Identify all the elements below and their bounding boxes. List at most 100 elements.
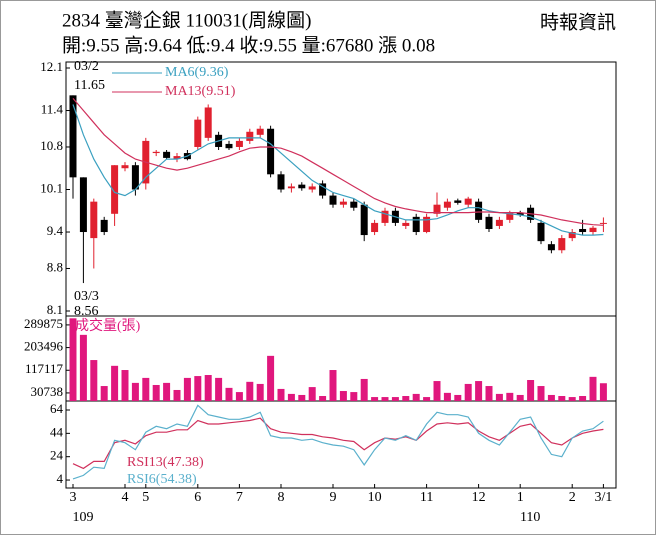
candle-body [131,165,139,190]
x-tick-label: 2 [569,490,576,505]
volume-bar [194,376,202,401]
volume-bar [423,397,431,401]
candle-body [589,227,597,233]
volume-bar [79,334,87,401]
legend-label: 成交量(張) [75,317,141,334]
candle-body [412,216,420,233]
volume-bar [454,394,462,401]
y-tick-label: 12.1 [40,59,63,74]
annotation: 03/2 [74,59,99,74]
x-tick-label: 11 [420,490,433,505]
y-tick-label: 117117 [25,361,64,376]
volume-bar [235,392,243,401]
candle-body [454,200,462,203]
volume-bar [256,383,264,401]
legend-label: RSI13(47.38) [127,455,204,470]
volume-bar [391,397,399,401]
volume-bar [527,380,535,401]
x-tick-label: 8 [278,490,285,505]
y-tick-label: 24 [50,448,64,463]
volume-bar [568,397,576,401]
line [72,104,604,236]
volume-bar [277,388,285,401]
candle-body [423,216,431,233]
volume-bar [121,370,129,401]
candle-body [256,128,264,135]
volume-bar [246,381,254,401]
plot-frame [65,61,617,489]
volume-bar [225,387,233,401]
candle-body [599,222,607,224]
volume-bar [163,382,171,401]
line [72,98,604,226]
volume-bar [69,318,77,401]
candle-body [194,119,202,147]
candle-body [579,228,587,233]
volume-bar [183,377,191,401]
x-tick-label: 12 [472,490,486,505]
volume-bar [100,386,108,401]
volume-bar [579,396,587,401]
volume-bar [547,394,555,401]
candle-body [402,222,410,226]
volume-bar [308,387,316,401]
candle-body [90,201,98,239]
volume-bar [350,392,358,401]
year-label: 110 [520,510,540,525]
volume-bar [152,384,160,401]
x-tick-label: 4 [122,490,129,505]
volume-bar [464,383,472,401]
volume-bar [402,396,410,401]
candle-body [152,151,160,154]
candle-body [225,143,233,149]
candle-body [568,232,576,239]
volume-bar [506,392,514,401]
year-label: 109 [73,510,94,525]
volume-bar [599,383,607,401]
candle-body [547,244,555,251]
volume-bar [204,375,212,401]
volume-bar [142,377,150,401]
y-tick-label: 10.1 [40,180,63,195]
candle-body [100,219,108,233]
candle-body [475,201,483,220]
title: 2834 臺灣企銀 110031(周線圖) [62,9,311,31]
volume-bar [329,370,337,401]
x-tick-label: 3 [70,490,77,505]
volume-bar [360,378,368,401]
y-tick-label: 30738 [31,384,64,399]
y-tick-label: 11.4 [41,102,64,117]
volume-bar [287,393,295,401]
volume-bar [131,382,139,401]
candle-body [558,238,566,251]
y-tick-label: 8.1 [47,302,63,317]
candle-body [537,222,545,242]
candle-body [163,151,171,158]
candle-body [173,156,181,160]
candle-body [319,183,327,196]
volume-bar [589,376,597,401]
candle-body [204,107,212,138]
volume-bar [485,386,493,401]
volume-bar [215,377,223,401]
y-tick-label: 9.4 [47,223,64,238]
source: 時報資訊 [540,11,616,33]
candle-body [433,204,441,214]
annotation-value: 11.65 [74,78,105,93]
candle-body [298,184,306,189]
candle-body [464,198,472,205]
candle-body [69,95,77,178]
x-tick-label: 1 [517,490,524,505]
volume-bar [495,393,503,401]
volume-bar [339,391,347,401]
y-tick-label: 64 [50,401,64,416]
legend-label: MA6(9.36) [165,65,229,80]
candle-body [329,195,337,205]
candle-body [381,210,389,223]
candle-body [287,186,295,189]
volume-bar [516,394,524,401]
x-tick-label: 7 [236,490,243,505]
x-tick-label: 3/1 [594,490,612,505]
y-tick-label: 203496 [24,339,64,354]
